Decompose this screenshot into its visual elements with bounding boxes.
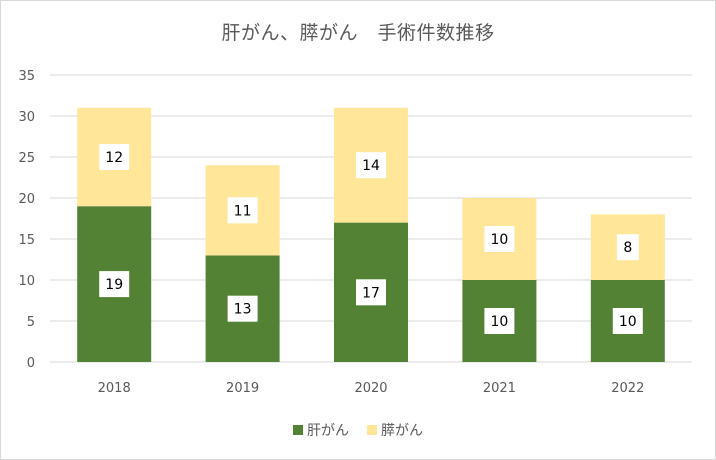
data-label-box — [612, 308, 643, 334]
data-label: 10 — [490, 232, 508, 248]
y-tick-label: 5 — [27, 315, 35, 330]
data-label: 10 — [619, 314, 637, 330]
y-tick-label: 30 — [18, 110, 35, 125]
data-label-box — [356, 279, 386, 306]
data-label: 13 — [234, 302, 252, 318]
x-axis-ticks: 2018 2019 2020 2021 2022 — [98, 381, 645, 396]
data-label: 19 — [105, 277, 123, 293]
data-label: 11 — [234, 203, 252, 219]
legend-item-pancreas: 膵がん — [367, 420, 423, 440]
data-label: 10 — [490, 314, 508, 330]
x-tick-label: 2022 — [611, 381, 644, 396]
y-axis-ticks: 0 5 10 15 20 25 30 35 — [18, 69, 35, 371]
data-label: 14 — [362, 158, 380, 174]
legend: 肝がん 膵がん — [0, 420, 716, 440]
bars: 19 12 13 11 17 14 10 10 10 8 — [77, 107, 665, 362]
x-tick-label: 2018 — [98, 381, 131, 396]
data-label-box — [484, 308, 515, 334]
data-label-box — [356, 152, 386, 179]
data-label-box — [99, 271, 130, 298]
y-tick-label: 20 — [18, 192, 35, 207]
data-label-box — [484, 226, 515, 252]
y-tick-label: 10 — [18, 274, 35, 289]
data-label-box — [227, 295, 258, 322]
x-tick-label: 2021 — [483, 381, 516, 396]
legend-label-pancreas: 膵がん — [381, 423, 423, 439]
data-label-box — [99, 144, 130, 170]
data-label-box — [227, 197, 258, 224]
y-tick-label: 0 — [27, 356, 35, 371]
y-tick-label: 25 — [18, 151, 35, 166]
legend-item-liver: 肝がん — [293, 420, 349, 440]
data-label: 12 — [105, 150, 123, 166]
data-label: 8 — [623, 240, 632, 256]
data-label-box — [616, 234, 639, 261]
legend-label-liver: 肝がん — [307, 423, 349, 439]
y-tick-label: 15 — [18, 233, 35, 248]
chart-title: 肝がん、膵がん 手術件数推移 — [221, 22, 495, 44]
legend-swatch-pancreas — [367, 425, 377, 435]
legend-swatch-liver — [293, 425, 303, 435]
x-tick-label: 2019 — [226, 381, 259, 396]
y-tick-label: 35 — [18, 69, 35, 84]
x-tick-label: 2020 — [354, 381, 387, 396]
data-label: 17 — [362, 285, 380, 301]
